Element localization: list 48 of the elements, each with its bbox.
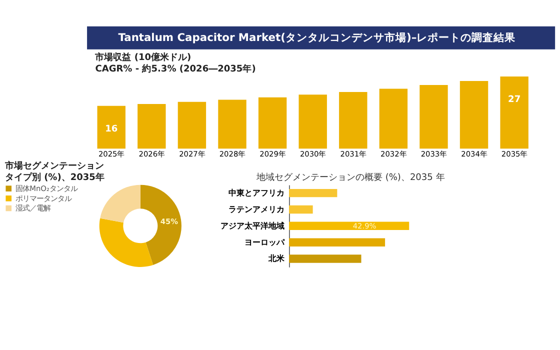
bar	[97, 106, 126, 149]
donut-slice	[100, 184, 140, 223]
x-tick-label: 2025年	[98, 150, 124, 159]
x-tick-label: 2033年	[420, 150, 447, 159]
y-tick-label: ラテンアメリカ	[228, 204, 285, 214]
bar	[178, 102, 206, 149]
bar	[289, 238, 386, 246]
y-tick-label: 北米	[268, 253, 286, 264]
x-tick-label: 2035年	[501, 150, 528, 159]
x-tick-label: 2031年	[340, 150, 366, 159]
bar	[339, 92, 368, 149]
bar	[289, 254, 362, 263]
bar	[289, 188, 338, 198]
chart-subtitle: 市場収益 (10億米ドル)	[94, 52, 192, 64]
bar	[298, 94, 327, 149]
bar	[460, 81, 488, 149]
bar	[138, 104, 166, 149]
chart-title: 地域セグメンテーションの概要 (%)、2035 年	[255, 172, 445, 183]
chart-subtitle: タイプ別 (%)、2035年	[4, 172, 104, 183]
y-tick-label: アジア太平洋地域	[220, 220, 285, 230]
bar	[289, 222, 410, 230]
bar	[420, 85, 448, 149]
chart-title: 市場セグメンテーション	[4, 160, 104, 172]
x-tick-label: 2026年	[138, 150, 165, 159]
bar	[258, 97, 287, 149]
y-tick-label: 中東とアフリカ	[228, 188, 285, 198]
donut-slice	[140, 184, 182, 265]
x-tick-label: 2029年	[260, 150, 286, 159]
bar	[379, 88, 408, 149]
donut-slice	[99, 218, 154, 267]
x-tick-label: 2034年	[461, 150, 487, 159]
chart-title: Tantalum Capacitor Market(タンタルコンデンサ市場)–レポートの調査結果	[118, 31, 517, 44]
text: CAGR% - 約5.3% (2026―2035年)	[95, 64, 256, 75]
x-tick-label: 2030年	[300, 150, 326, 159]
bar	[289, 205, 313, 214]
data-label: 42.9%	[352, 221, 376, 230]
bar	[218, 100, 246, 149]
data-label: 16	[105, 124, 118, 134]
x-tick-label: 2027年	[179, 150, 205, 159]
legend-label: 湿式／電解	[16, 204, 51, 213]
x-tick-label: 2032年	[380, 150, 406, 159]
x-tick-label: 2028年	[219, 150, 246, 159]
y-tick-label: ヨーロッパ	[244, 236, 286, 247]
legend-label: 固体MnO₂タンタル	[16, 184, 78, 194]
data-label: 27	[508, 94, 521, 105]
legend-label: ポリマータンタル	[16, 194, 72, 203]
bar	[500, 76, 528, 149]
data-label: 45%	[160, 216, 179, 226]
